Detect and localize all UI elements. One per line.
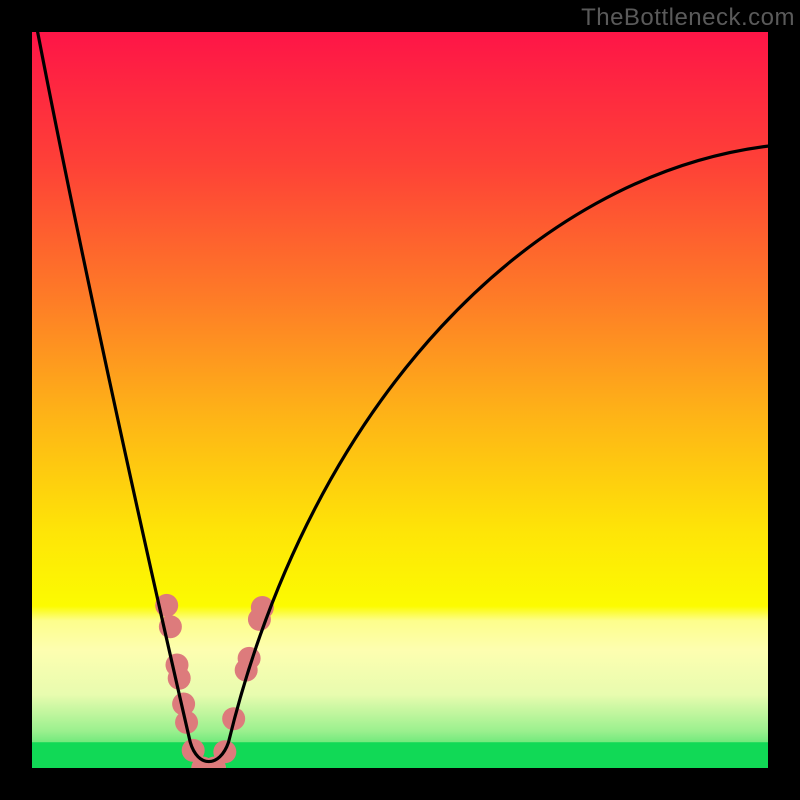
gradient-background — [32, 32, 768, 768]
bottom-green-band — [32, 742, 768, 768]
marker-dot — [168, 667, 191, 690]
bottleneck-chart — [0, 0, 800, 800]
